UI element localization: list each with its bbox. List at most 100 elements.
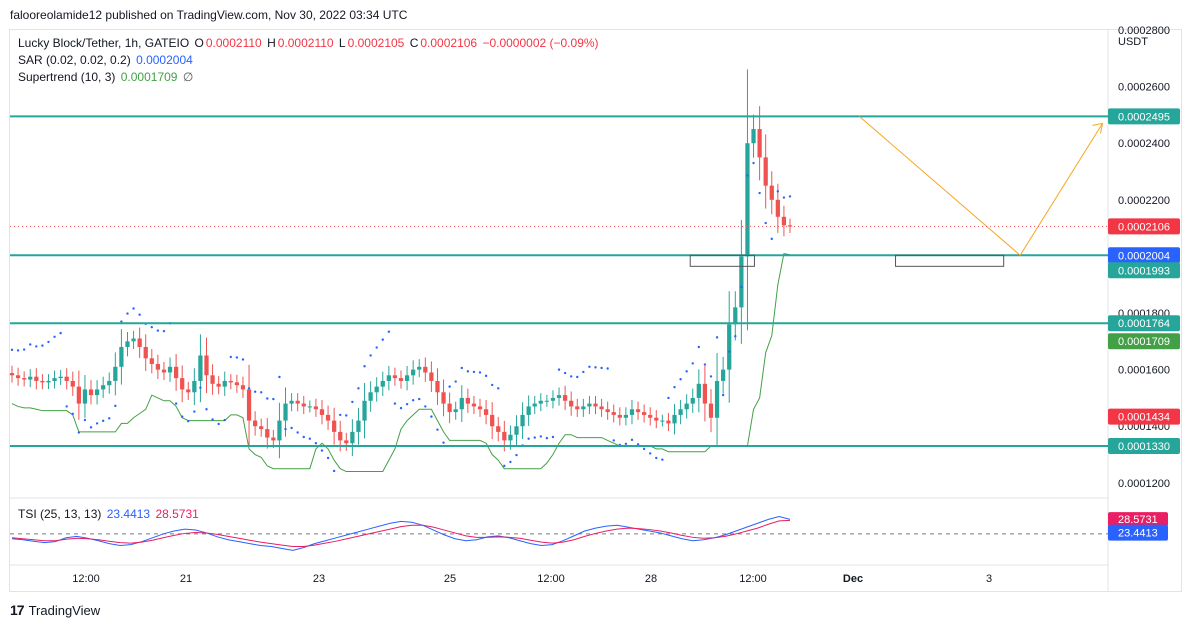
candle-body [629, 409, 635, 415]
sar-dot [746, 174, 749, 177]
tsi-signal-tag-bg [1108, 512, 1168, 527]
sar-dot [211, 418, 214, 421]
candle-body [173, 366, 179, 379]
sar-dot [223, 418, 226, 422]
price-tag-bg [1108, 108, 1180, 125]
zone-box [895, 254, 1005, 267]
sar-dot [478, 371, 482, 374]
candle-body [88, 389, 94, 396]
legend-row-supertrend[interactable]: Supertrend (10, 3) 0.0001709 ∅ [18, 70, 195, 84]
sar-dot [156, 329, 160, 332]
symbol-label[interactable]: Lucky Block/Tether, 1h, GATEIO [18, 36, 190, 50]
candle-body [684, 403, 689, 410]
sar-dot [253, 390, 257, 393]
candle-body [556, 395, 562, 398]
x-tick-label: 25 [444, 573, 456, 585]
candle-body [356, 420, 361, 432]
change-value: −0.0000002 (−0.09%) [482, 36, 599, 50]
candle-body [301, 403, 306, 407]
sar-dot [497, 387, 500, 390]
tsi-signal-tag-label: 28.5731 [1118, 514, 1158, 526]
sar-dot [667, 396, 670, 400]
sar-dot [126, 312, 129, 315]
x-tick-label: Dec [843, 573, 863, 585]
candle-body [167, 366, 173, 373]
supertrend-empty-symbol: ∅ [182, 70, 194, 84]
candle-body [666, 420, 671, 424]
candle-body [180, 378, 185, 390]
supertrend-line [11, 253, 791, 473]
candle-body [313, 406, 319, 410]
candle-body [265, 429, 270, 438]
candle-body [350, 431, 355, 444]
sar-dot [782, 196, 786, 199]
projection-arrowhead [1092, 122, 1104, 134]
candle-body [459, 397, 464, 410]
sar-dot [515, 453, 518, 457]
candle-body [82, 389, 88, 404]
candle-body [70, 380, 75, 387]
demand-zones[interactable] [689, 254, 1005, 267]
candle-body [143, 346, 148, 359]
candle-body [392, 375, 398, 379]
sar-dot [770, 237, 773, 241]
sar-dot [788, 195, 792, 198]
supertrend-value: 0.0001709 [120, 70, 178, 84]
candle-body [696, 383, 701, 398]
sar-dot [709, 375, 713, 378]
sar-dot [278, 375, 281, 379]
sar-dot [199, 386, 202, 389]
sar-dot [89, 426, 93, 429]
y-tick-label: 0.0002400 [1118, 138, 1170, 150]
sar-dot [764, 221, 767, 225]
candle-body [398, 378, 404, 381]
projection-arrow[interactable] [858, 115, 1104, 257]
sar-dot [272, 397, 275, 401]
candle-body [289, 400, 294, 404]
candle-body [654, 417, 659, 421]
sar-dot [284, 427, 287, 431]
sar-dot [247, 387, 251, 390]
sar-dot [490, 383, 494, 387]
sar-dot [241, 358, 245, 361]
tradingview-logo[interactable]: 17 TradingView [10, 602, 100, 618]
y-tick-label: 0.0001600 [1118, 365, 1170, 377]
candle-body [283, 403, 288, 421]
candle-body [490, 414, 495, 427]
candle-body [161, 369, 167, 373]
sar-dot [387, 330, 391, 333]
candle-body [374, 386, 379, 393]
candle-body [763, 157, 768, 186]
sar-dot [624, 442, 628, 445]
sar-dot [320, 449, 324, 452]
sar-dot [551, 435, 555, 439]
candle-body [113, 366, 118, 381]
x-tick-label: 3 [986, 573, 992, 585]
candle-body [441, 392, 446, 404]
sar-dot [229, 355, 233, 359]
candle-body [64, 376, 69, 381]
chart-frame[interactable] [9, 29, 1182, 592]
candle-body [678, 409, 683, 415]
legend-row-sar[interactable]: SAR (0.02, 0.02, 0.2) 0.0002004 [18, 53, 195, 67]
candle-body [550, 397, 556, 401]
high-label: H [267, 36, 276, 50]
sar-dot [721, 393, 725, 397]
candle-body [344, 440, 349, 444]
legend-row-symbol: Lucky Block/Tether, 1h, GATEIO O 0.000211… [18, 36, 601, 50]
sar-dot [484, 374, 488, 378]
sar-dot [460, 366, 463, 370]
candle-body [544, 400, 550, 402]
sar-dot [436, 428, 439, 431]
sar-dot [418, 397, 421, 401]
y-tick-label: 0.0002600 [1118, 82, 1170, 94]
sar-dot [715, 336, 719, 339]
candle-body [708, 403, 714, 418]
support-resistance-levels[interactable] [10, 115, 1108, 448]
candle-body [338, 431, 343, 441]
price-tag-label: 0.0001330 [1118, 441, 1170, 453]
candle-body [271, 437, 276, 441]
legend-row-tsi[interactable]: TSI (25, 13, 13) 23.4413 28.5731 [18, 507, 201, 521]
